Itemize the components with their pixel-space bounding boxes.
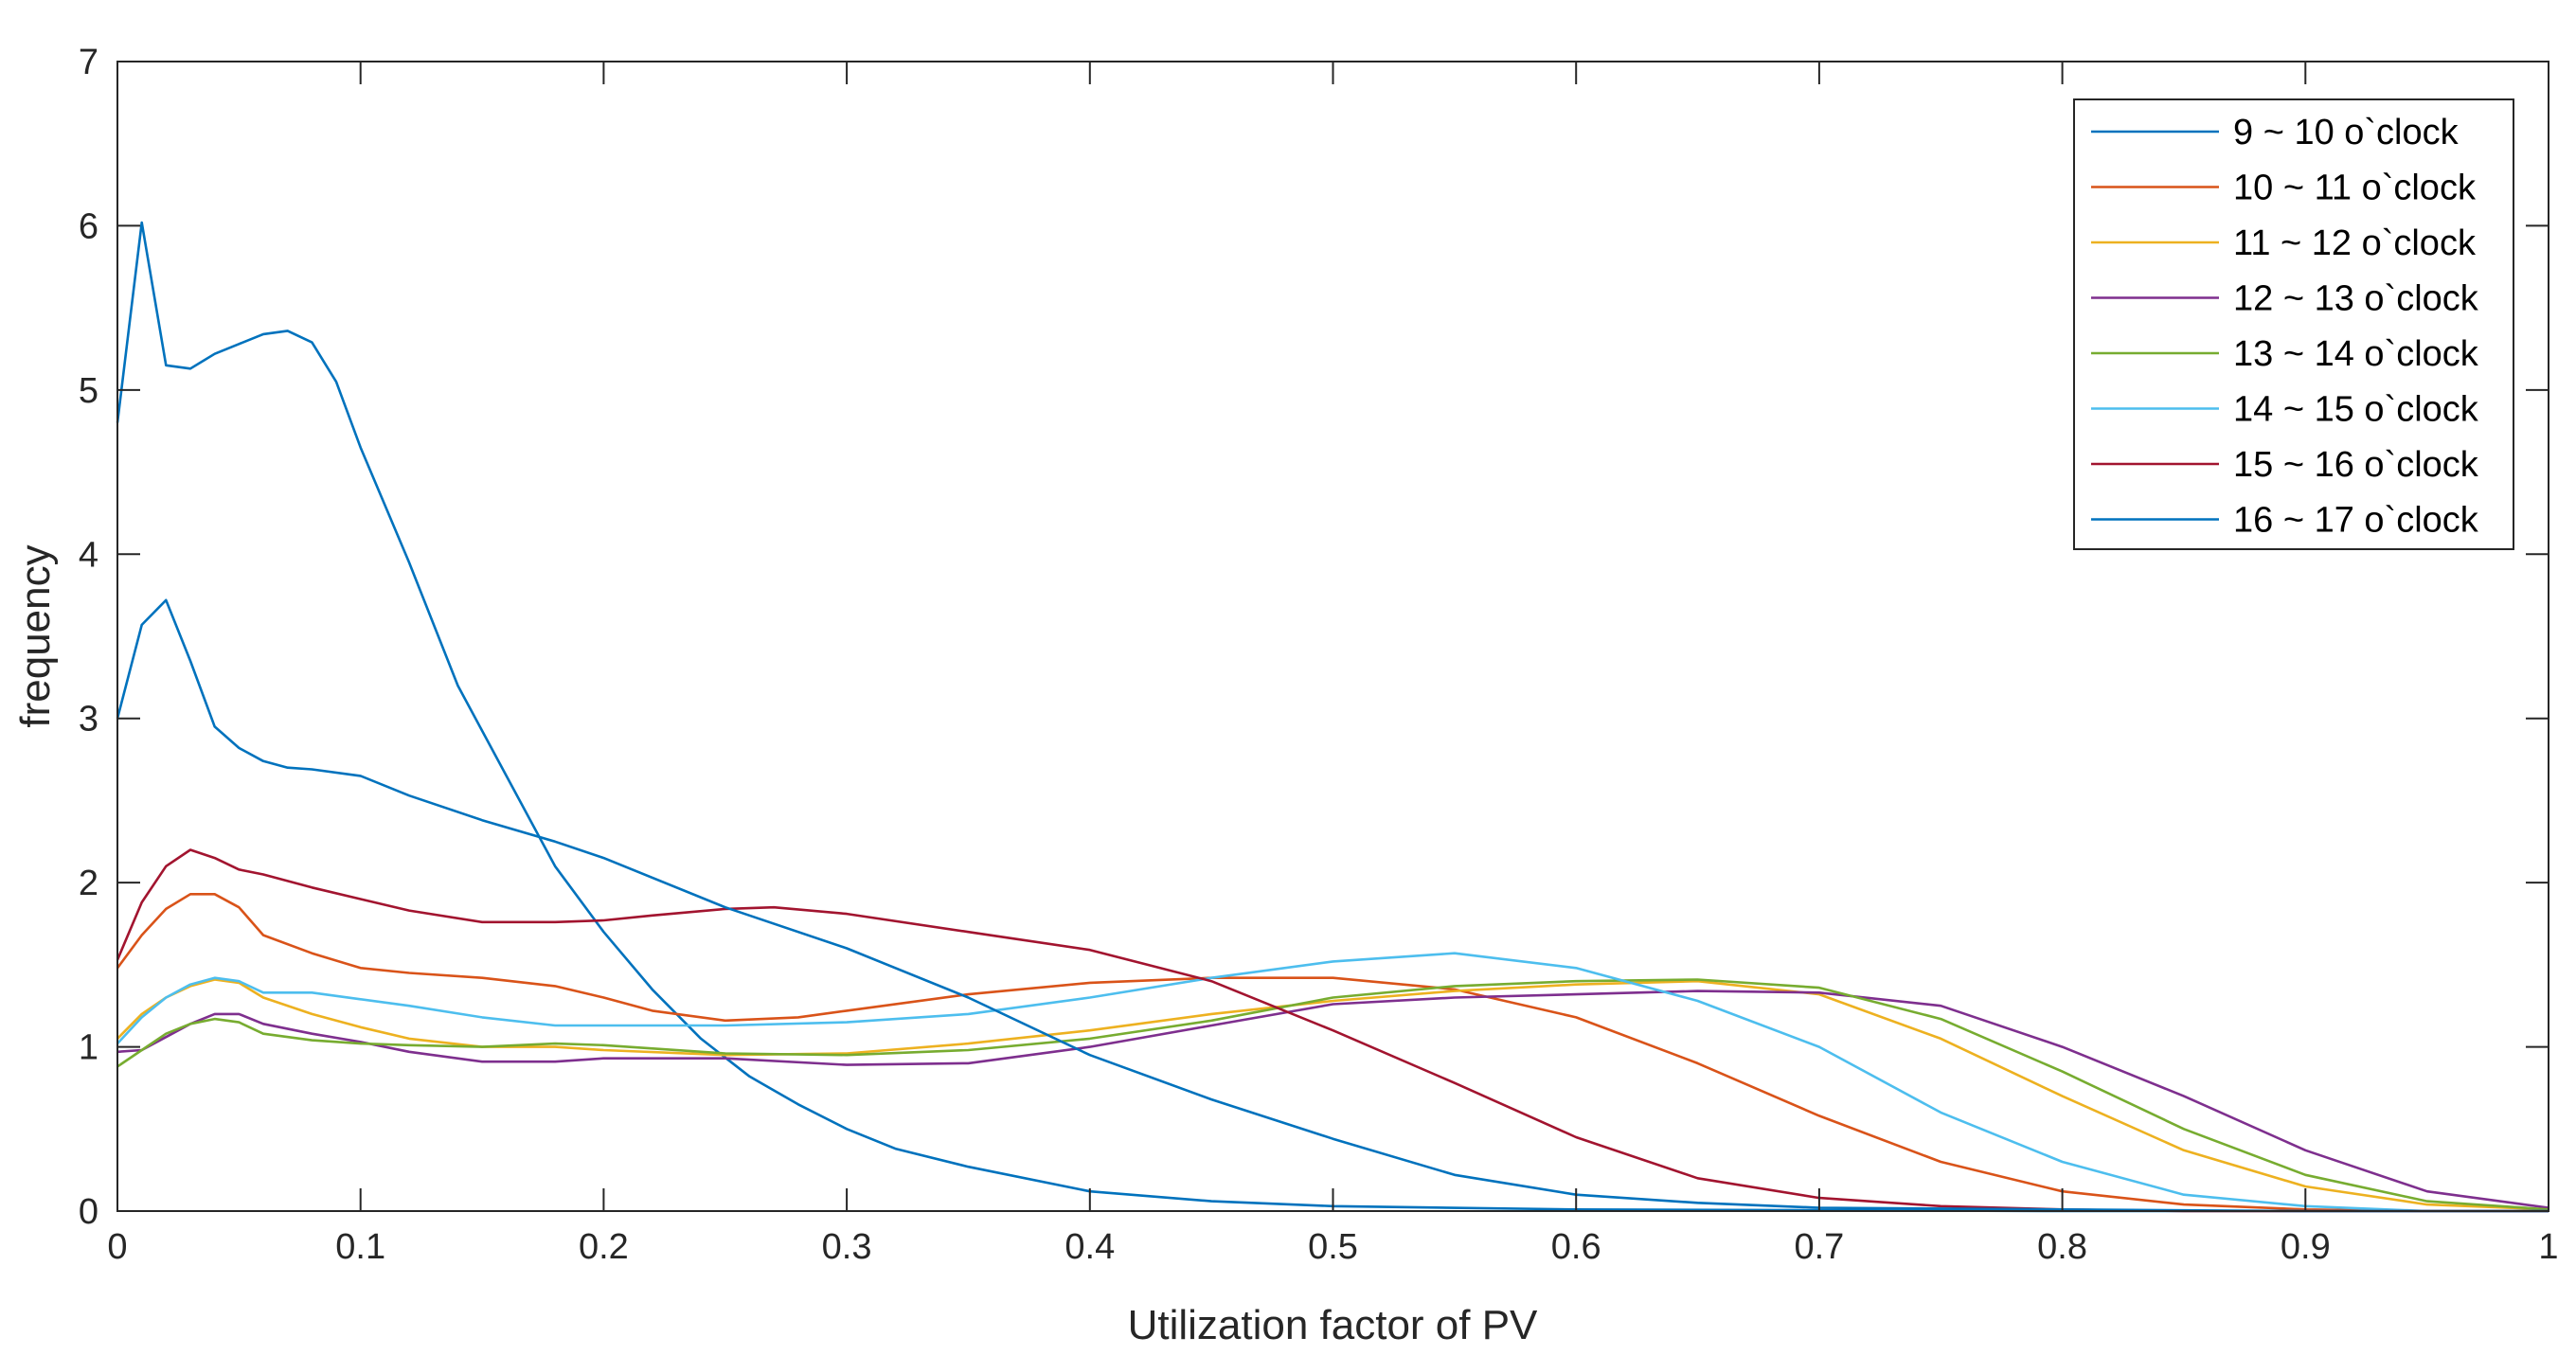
y-tick-label: 5 [79,371,98,411]
legend-label-7: 15 ~ 16 o`clock [2233,445,2479,485]
legend-label-6: 14 ~ 15 o`clock [2233,390,2479,430]
x-tick-label: 0.9 [2281,1227,2331,1267]
y-tick-label: 3 [79,700,98,740]
series-line-2 [116,892,2549,1213]
legend-label-5: 13 ~ 14 o`clock [2233,334,2479,374]
legend-label-4: 12 ~ 13 o`clock [2233,279,2479,319]
x-tick-label: 0.5 [1308,1227,1358,1267]
y-tick-label: 7 [79,43,98,82]
x-tick-label: 0.6 [1551,1227,1601,1267]
series-line-4 [116,990,2549,1209]
x-tick-label: 0.1 [335,1227,385,1267]
legend: 9 ~ 10 o`clock 10 ~ 11 o`clock 11 ~ 12 o`c… [2073,98,2514,550]
legend-label-3: 11 ~ 12 o`clock [2233,223,2477,263]
series-line-8 [116,598,2549,1213]
series-line-5 [116,978,2549,1211]
legend-label-2: 10 ~ 11 o`clock [2233,169,2477,208]
legend-box [2073,98,2514,550]
series-line-6 [116,952,2549,1213]
x-tick-label: 0.4 [1064,1227,1115,1267]
y-tick-label: 1 [79,1028,98,1068]
x-tick-label: 0.2 [579,1227,629,1267]
x-tick-label: 0.7 [1794,1227,1844,1267]
ticks-layer: 0 0.1 0.2 0.3 0.4 0.5 0.6 0.7 0.8 0.9 1 0 1 2 3 4 5 6 7 [79,43,2559,1267]
y-tick-label: 4 [79,535,98,575]
x-tick-label: 0.8 [2037,1227,2087,1267]
legend-label-1: 9 ~ 10 o`clock [2233,113,2460,152]
y-axis-title: frequency [12,544,59,727]
series-layer [116,221,2549,1213]
plot-area-frame [116,61,2549,1212]
x-tick-label: 0.3 [822,1227,872,1267]
y-tick-label: 0 [79,1192,98,1232]
series-line-7 [116,848,2549,1213]
x-tick-label: 1 [2538,1227,2558,1267]
y-tick-label: 2 [79,864,98,903]
x-tick-label: 0 [107,1227,127,1267]
y-tick-label: 6 [79,206,98,246]
series-line-3 [116,978,2549,1211]
legend-label-8: 16 ~ 17 o`clock [2233,501,2479,541]
x-axis-title: Utilization factor of PV [1128,1302,1538,1348]
